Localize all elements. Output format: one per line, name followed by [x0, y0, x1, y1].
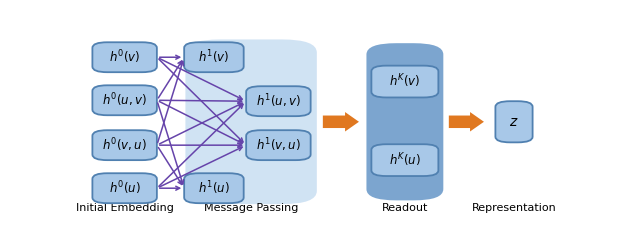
FancyBboxPatch shape: [371, 144, 438, 176]
Text: $h^{1}(v)$: $h^{1}(v)$: [198, 48, 230, 66]
Text: Readout: Readout: [381, 202, 428, 213]
Text: $h^{K}(u)$: $h^{K}(u)$: [389, 151, 420, 169]
FancyBboxPatch shape: [92, 130, 157, 160]
FancyBboxPatch shape: [371, 66, 438, 97]
FancyBboxPatch shape: [92, 85, 157, 115]
Text: $h^{0}(v)$: $h^{0}(v)$: [109, 48, 140, 66]
FancyBboxPatch shape: [92, 173, 157, 203]
FancyBboxPatch shape: [92, 42, 157, 72]
FancyBboxPatch shape: [246, 130, 310, 160]
FancyBboxPatch shape: [246, 86, 310, 116]
FancyBboxPatch shape: [367, 43, 444, 200]
Text: Message Passing: Message Passing: [204, 202, 298, 213]
FancyBboxPatch shape: [495, 101, 532, 142]
Text: $h^{0}(u)$: $h^{0}(u)$: [109, 179, 140, 197]
Text: ...: ...: [328, 114, 348, 132]
Text: $z$: $z$: [509, 115, 519, 129]
Text: Representation: Representation: [472, 202, 556, 213]
Text: $h^{1}(u)$: $h^{1}(u)$: [198, 179, 230, 197]
Text: $h^{1}(u,v)$: $h^{1}(u,v)$: [256, 92, 301, 110]
Text: $h^{K}(v)$: $h^{K}(v)$: [389, 73, 420, 90]
FancyBboxPatch shape: [184, 42, 244, 72]
Text: $h^{0}(u,v)$: $h^{0}(u,v)$: [102, 91, 147, 109]
Text: $h^{1}(v,u)$: $h^{1}(v,u)$: [256, 136, 301, 154]
Text: Initial Embedding: Initial Embedding: [76, 202, 173, 213]
FancyBboxPatch shape: [186, 39, 317, 204]
Text: $h^{0}(v,u)$: $h^{0}(v,u)$: [102, 136, 147, 154]
FancyBboxPatch shape: [184, 173, 244, 203]
